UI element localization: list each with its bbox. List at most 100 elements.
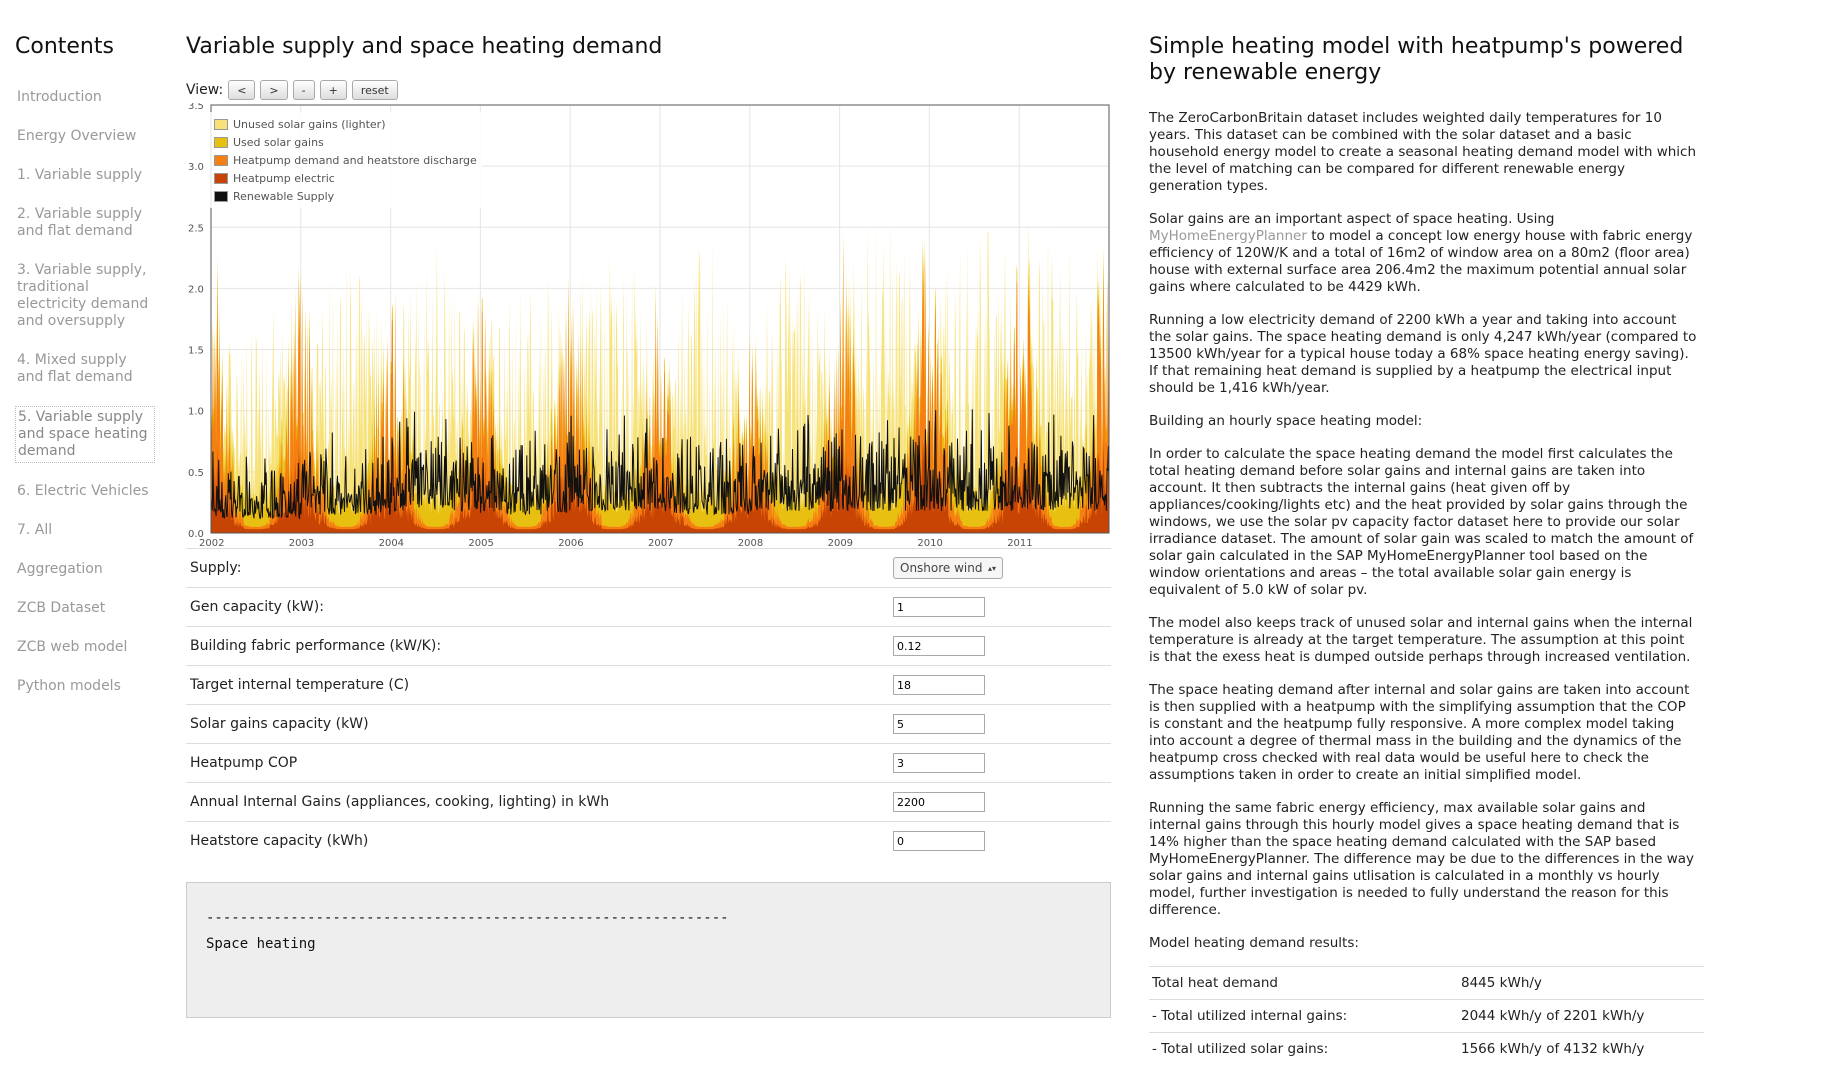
sidebar-item[interactable]: 4. Mixed supply and flat demand bbox=[15, 350, 155, 388]
param-input[interactable] bbox=[893, 792, 985, 812]
x-tick-label: 2010 bbox=[917, 538, 942, 548]
legend-swatch bbox=[214, 137, 228, 148]
x-tick-label: 2009 bbox=[828, 538, 853, 548]
sidebar-item[interactable]: Python models bbox=[15, 676, 155, 697]
sidebar-item[interactable]: Energy Overview bbox=[15, 126, 155, 147]
param-input[interactable] bbox=[893, 753, 985, 773]
legend-swatch bbox=[214, 191, 228, 202]
param-input-cell bbox=[889, 588, 1111, 627]
result-value: 1566 kWh/y of 4132 kWh/y bbox=[1458, 1033, 1704, 1065]
legend-entry: Used solar gains bbox=[214, 133, 477, 151]
info-panel: Simple heating model with heatpump's pow… bbox=[1149, 34, 1699, 1065]
info-paragraph: The model also keeps track of unused sol… bbox=[1149, 615, 1699, 666]
result-row: - Total utilized solar gains:1566 kWh/y … bbox=[1149, 1033, 1704, 1065]
legend-entry: Renewable Supply bbox=[214, 187, 477, 205]
x-tick-label: 2002 bbox=[199, 538, 224, 548]
legend-swatch bbox=[214, 173, 228, 184]
legend-entry: Unused solar gains (lighter) bbox=[214, 115, 477, 133]
supply-select[interactable]: Onshore wind ▴▾ bbox=[893, 557, 1003, 579]
y-tick-label: 1.5 bbox=[188, 346, 204, 357]
sidebar-item[interactable]: ZCB Dataset bbox=[15, 598, 155, 619]
zoom-out-button[interactable]: - bbox=[293, 80, 315, 100]
param-input-cell bbox=[889, 705, 1111, 744]
param-input[interactable] bbox=[893, 714, 985, 734]
myhomeenergyplanner-link[interactable]: MyHomeEnergyPlanner bbox=[1149, 228, 1307, 244]
param-input-cell bbox=[889, 666, 1111, 705]
sidebar-nav: Introduction Energy Overview 1. Variable s… bbox=[15, 87, 155, 697]
info-title: Simple heating model with heatpump's pow… bbox=[1149, 34, 1699, 86]
view-next-button[interactable]: > bbox=[260, 80, 287, 100]
param-row: Solar gains capacity (kW) bbox=[186, 705, 1111, 744]
sidebar-item[interactable]: 6. Electric Vehicles bbox=[15, 481, 155, 502]
view-controls: View: < > - + reset bbox=[186, 79, 1111, 101]
sidebar-item[interactable]: Aggregation bbox=[15, 559, 155, 580]
legend-swatch bbox=[214, 155, 228, 166]
x-tick-label: 2006 bbox=[558, 538, 583, 548]
param-label: Solar gains capacity (kW) bbox=[186, 705, 889, 744]
param-input-cell bbox=[889, 627, 1111, 666]
param-label: Gen capacity (kW): bbox=[186, 588, 889, 627]
param-label: Heatstore capacity (kWh) bbox=[186, 822, 889, 861]
view-prev-button[interactable]: < bbox=[228, 80, 255, 100]
output-line: ----------------------------------------… bbox=[206, 905, 1091, 931]
view-reset-button[interactable]: reset bbox=[352, 80, 398, 100]
param-input-cell bbox=[889, 822, 1111, 861]
param-input[interactable] bbox=[893, 636, 985, 656]
sidebar-item[interactable]: 1. Variable supply bbox=[15, 165, 155, 186]
output-line: Space heating bbox=[206, 931, 1091, 957]
param-row: Gen capacity (kW): bbox=[186, 588, 1111, 627]
legend-entry: Heatpump electric bbox=[214, 169, 477, 187]
legend-swatch bbox=[214, 119, 228, 130]
info-paragraph: In order to calculate the space heating … bbox=[1149, 446, 1699, 599]
param-input[interactable] bbox=[893, 597, 985, 617]
legend-label: Used solar gains bbox=[233, 136, 324, 149]
legend-label: Heatpump demand and heatstore discharge bbox=[233, 154, 477, 167]
param-input-cell bbox=[889, 783, 1111, 822]
param-label: Target internal temperature (C) bbox=[186, 666, 889, 705]
legend-label: Heatpump electric bbox=[233, 172, 335, 185]
zoom-in-button[interactable]: + bbox=[320, 80, 347, 100]
y-tick-label: 3.0 bbox=[188, 162, 204, 173]
sidebar-item[interactable]: ZCB web model bbox=[15, 637, 155, 658]
param-row: Target internal temperature (C) bbox=[186, 666, 1111, 705]
result-value: 8445 kWh/y bbox=[1458, 967, 1704, 1000]
page-title: Variable supply and space heating demand bbox=[186, 34, 1111, 59]
sidebar-item[interactable]: 3. Variable supply, traditional electric… bbox=[15, 260, 155, 332]
sidebar-item[interactable]: 2. Variable supply and flat demand bbox=[15, 204, 155, 242]
result-value: 2044 kWh/y of 2201 kWh/y bbox=[1458, 1000, 1704, 1033]
param-label: Annual Internal Gains (appliances, cooki… bbox=[186, 783, 889, 822]
result-label: - Total utilized internal gains: bbox=[1149, 1000, 1458, 1033]
y-tick-label: 0.5 bbox=[188, 468, 204, 479]
param-label: Supply: bbox=[186, 549, 889, 588]
sidebar: Contents Introduction Energy Overview 1. V… bbox=[15, 34, 155, 715]
x-tick-label: 2011 bbox=[1007, 538, 1032, 548]
text-span: Solar gains are an important aspect of s… bbox=[1149, 211, 1554, 227]
param-label: Heatpump COP bbox=[186, 744, 889, 783]
info-paragraph: The space heating demand after internal … bbox=[1149, 682, 1699, 784]
legend-entry: Heatpump demand and heatstore discharge bbox=[214, 151, 477, 169]
sidebar-item[interactable]: Introduction bbox=[15, 87, 155, 108]
output-box: ----------------------------------------… bbox=[186, 882, 1111, 1018]
param-input[interactable] bbox=[893, 831, 985, 851]
param-row: Building fabric performance (kW/K): bbox=[186, 627, 1111, 666]
x-tick-label: 2005 bbox=[468, 538, 493, 548]
sidebar-title: Contents bbox=[15, 34, 155, 59]
x-tick-label: 2008 bbox=[738, 538, 763, 548]
sidebar-item[interactable]: 7. All bbox=[15, 520, 155, 541]
param-row: Annual Internal Gains (appliances, cooki… bbox=[186, 783, 1111, 822]
info-paragraph: Model heating demand results: bbox=[1149, 935, 1699, 952]
x-tick-label: 2007 bbox=[648, 538, 673, 548]
supply-select-value: Onshore wind bbox=[900, 561, 983, 575]
info-paragraph: Running the same fabric energy efficienc… bbox=[1149, 800, 1699, 919]
param-row: Heatstore capacity (kWh) bbox=[186, 822, 1111, 861]
param-input[interactable] bbox=[893, 675, 985, 695]
param-row: Supply: Onshore wind ▴▾ bbox=[186, 549, 1111, 588]
info-paragraph: Running a low electricity demand of 2200… bbox=[1149, 312, 1699, 397]
view-label: View: bbox=[186, 82, 223, 98]
updown-arrow-icon: ▴▾ bbox=[988, 564, 996, 573]
sidebar-item[interactable]: 5. Variable supply and space heating dem… bbox=[15, 406, 155, 463]
param-input-cell: Onshore wind ▴▾ bbox=[889, 549, 1111, 588]
